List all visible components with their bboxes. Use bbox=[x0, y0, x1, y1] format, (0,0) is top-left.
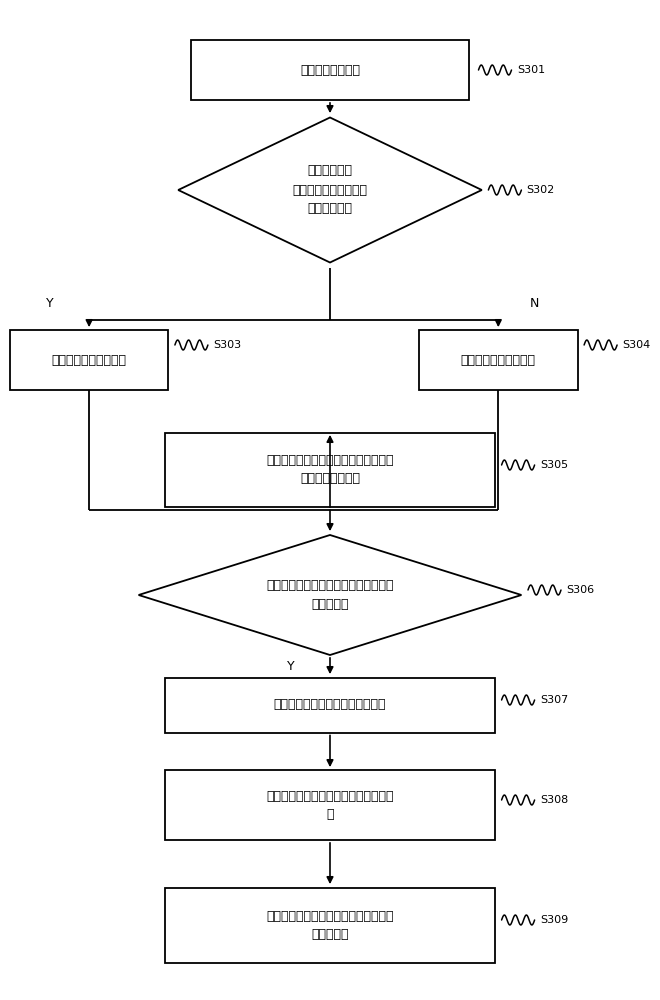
Text: S307: S307 bbox=[540, 695, 568, 705]
Text: S305: S305 bbox=[540, 460, 568, 470]
Text: Y: Y bbox=[46, 297, 53, 310]
Text: Y: Y bbox=[286, 660, 294, 672]
Text: 膨胀预处理目标字符的封闭区域，生成
新喷印图层: 膨胀预处理目标字符的封闭区域，生成 新喷印图层 bbox=[266, 910, 394, 940]
Text: 确定小尺寸字符为预处理目标字符: 确定小尺寸字符为预处理目标字符 bbox=[274, 698, 386, 712]
Text: 获取原始喷印图层: 获取原始喷印图层 bbox=[300, 64, 360, 77]
Text: 确定字符为小尺寸字符: 确定字符为小尺寸字符 bbox=[51, 354, 127, 366]
Text: 将小尺寸字符的像素值取反，得到小尺
寸字符的反相字符: 将小尺寸字符的像素值取反，得到小尺 寸字符的反相字符 bbox=[266, 454, 394, 486]
Text: S301: S301 bbox=[517, 65, 545, 75]
Text: S308: S308 bbox=[540, 795, 568, 805]
Polygon shape bbox=[139, 535, 521, 655]
Bar bbox=[165, 432, 495, 507]
Text: S306: S306 bbox=[566, 585, 595, 595]
Bar bbox=[419, 330, 578, 390]
Text: S304: S304 bbox=[622, 340, 651, 350]
Polygon shape bbox=[178, 117, 482, 262]
Text: 从原始喷印图层中分离出预处理目标字
符: 从原始喷印图层中分离出预处理目标字 符 bbox=[266, 790, 394, 820]
Bar bbox=[165, 888, 495, 962]
Text: 确定字符为大尺寸字符: 确定字符为大尺寸字符 bbox=[461, 354, 536, 366]
Bar bbox=[165, 770, 495, 840]
Text: 通过疵点分析算法判断反相字符中是否
形成有疵点: 通过疵点分析算法判断反相字符中是否 形成有疵点 bbox=[266, 579, 394, 611]
Text: S303: S303 bbox=[213, 340, 242, 350]
Text: S309: S309 bbox=[540, 915, 568, 925]
Bar bbox=[165, 678, 495, 732]
Text: 判断字符所在
字符框的尺寸是否小于
预设尺寸阈值: 判断字符所在 字符框的尺寸是否小于 预设尺寸阈值 bbox=[292, 164, 368, 216]
Text: N: N bbox=[530, 297, 539, 310]
Bar bbox=[191, 40, 469, 100]
Text: S302: S302 bbox=[527, 185, 555, 195]
Bar bbox=[10, 330, 168, 390]
